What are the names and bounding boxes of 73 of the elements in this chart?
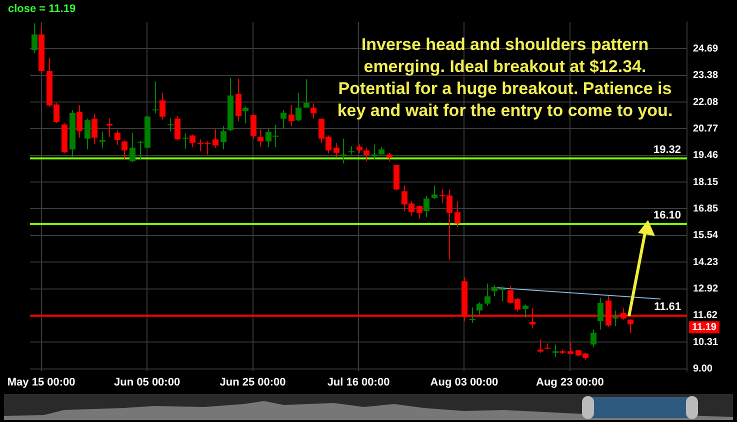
x-tick-label: Jul 16 00:00 <box>327 376 390 389</box>
x-tick-label: Aug 03 00:00 <box>430 376 498 389</box>
y-tick-label: 12.92 <box>693 284 718 295</box>
candlestick <box>242 106 248 124</box>
candlestick <box>522 304 528 318</box>
candlestick <box>220 126 226 150</box>
candlestick <box>492 284 498 297</box>
candlestick <box>212 128 218 148</box>
candlestick <box>122 140 128 161</box>
candlestick <box>568 342 574 355</box>
candlestick <box>340 138 346 164</box>
candlestick <box>288 104 294 127</box>
candlestick <box>628 318 634 334</box>
text: close = 11.19 <box>8 3 76 15</box>
y-tick-label: 18.15 <box>693 176 718 188</box>
candlestick <box>152 80 158 114</box>
candlestick <box>250 114 256 140</box>
candlestick <box>432 184 438 200</box>
candlestick <box>130 132 136 163</box>
candlestick <box>280 110 286 129</box>
y-tick-label: 10.31 <box>693 336 718 348</box>
y-tick-label: 11.62 <box>693 310 718 322</box>
y-tick-label: 22.08 <box>693 96 718 108</box>
candlestick <box>84 118 90 150</box>
ref-line-label: 11.61 <box>654 301 681 314</box>
y-tick-label: 9.00 <box>693 364 713 375</box>
candlestick <box>334 142 340 158</box>
y-tick-label: 20.77 <box>693 123 718 134</box>
candlestick <box>364 147 370 162</box>
candlestick <box>106 118 112 138</box>
candlestick <box>590 329 596 348</box>
text: 11.19 <box>692 322 717 334</box>
candlestick <box>500 286 506 302</box>
candlestick <box>470 306 476 324</box>
candlestick <box>310 102 316 120</box>
candlestick <box>114 130 120 146</box>
candlestick <box>538 339 544 354</box>
candlestick <box>296 92 302 122</box>
y-tick-label: 23.38 <box>693 70 718 82</box>
candlestick <box>552 344 558 358</box>
y-tick-label: 14.23 <box>693 256 718 268</box>
x-tick-label: Aug 23 00:00 <box>536 376 604 389</box>
candlestick <box>76 104 82 138</box>
y-tick-label: 15.54 <box>693 230 718 242</box>
candlestick <box>258 128 264 148</box>
candlestick <box>160 92 166 120</box>
candlestick <box>174 116 180 141</box>
candlestick <box>612 310 618 327</box>
ref-line-label: 19.32 <box>653 144 681 156</box>
candlestick <box>190 134 196 148</box>
x-tick-label: Jun 05 00:00 <box>114 376 180 389</box>
ref-line-label: 16.10 <box>653 210 681 222</box>
candlestick <box>598 297 604 330</box>
y-tick-label: 16.85 <box>693 203 718 214</box>
candlestick <box>182 132 188 150</box>
candlestick <box>372 144 378 160</box>
candlestick <box>484 283 490 306</box>
candlestick <box>32 22 38 54</box>
candlestick <box>236 78 242 122</box>
candlestick <box>424 196 430 218</box>
candlestick <box>476 302 482 315</box>
candlestick <box>348 146 354 155</box>
x-tick-label: May 15 00:00 <box>7 376 76 389</box>
candlestick <box>168 118 174 132</box>
candlestick <box>92 113 98 144</box>
y-tick-label: 24.69 <box>693 43 718 54</box>
candlestick <box>454 200 460 228</box>
candlestick <box>416 204 422 220</box>
annotation: Inverse head and shoulders pattern emerging. Ideal breakout at $12.34. Potential for a huge breakout. Patience is key and wait for the entry to come to you. <box>337 35 673 120</box>
y-tick-label: 19.46 <box>693 150 718 162</box>
x-tick-label: Jun 25 00:00 <box>220 376 286 389</box>
candlestick <box>100 131 106 148</box>
candlestick <box>304 78 310 108</box>
